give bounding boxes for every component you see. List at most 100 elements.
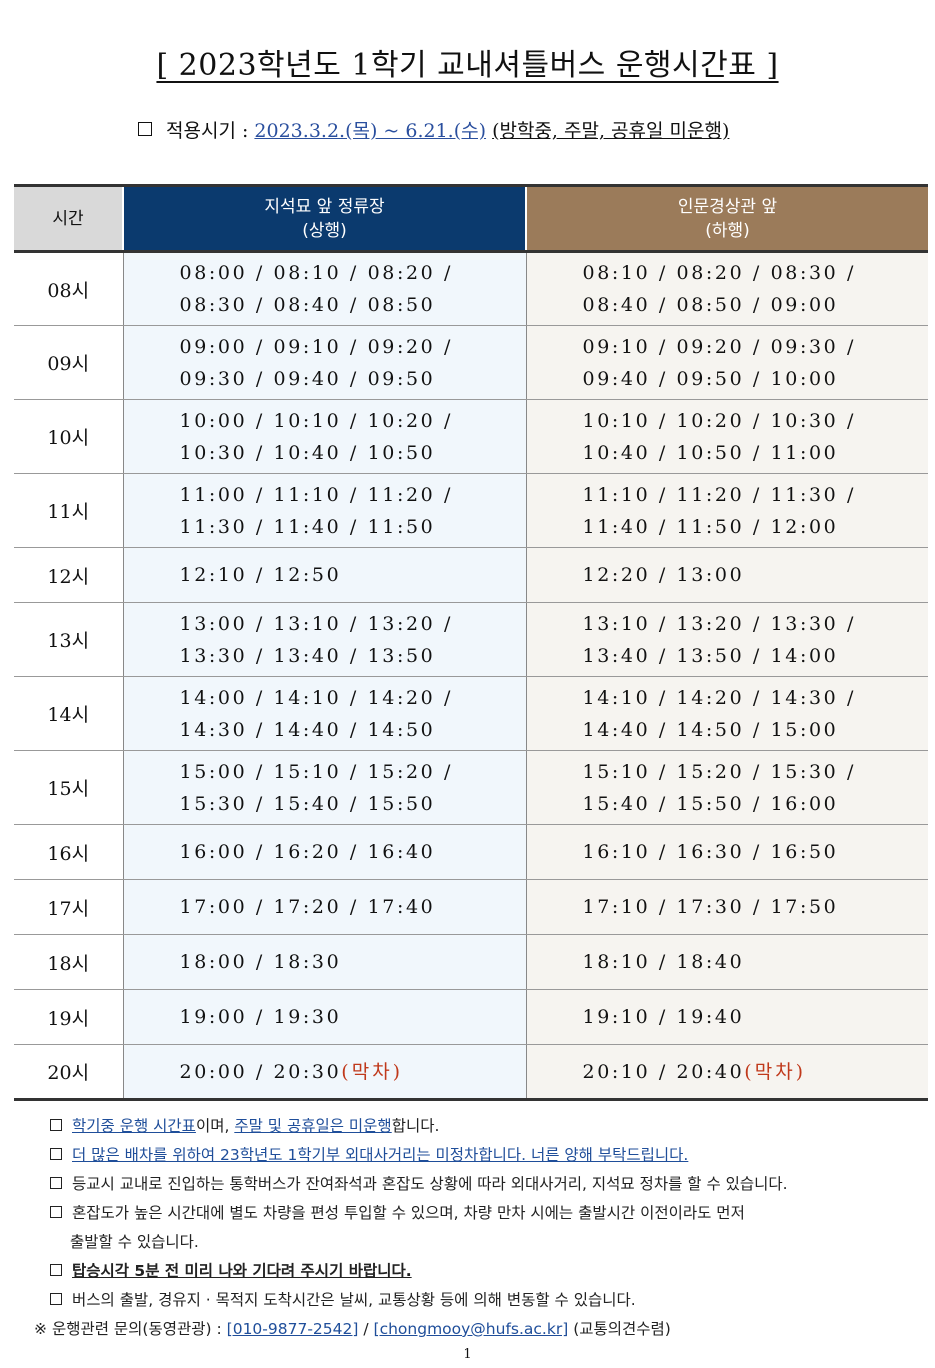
down-times: 11:10 / 11:20 / 11:30 / 11:40 / 11:50 / …	[582, 483, 856, 538]
contact-label: 운행관련 문의(동영관광) :	[51, 1320, 222, 1338]
up-times-cell: 16:00 / 16:20 / 16:40	[123, 824, 527, 880]
page-title: [ 2023학년도 1학기 교내셔틀버스 운행시간표 ]	[0, 40, 935, 84]
up-times: 18:00 / 18:30	[179, 951, 342, 973]
hour-cell: 14시	[14, 676, 124, 751]
table-row: 08시 08:00 / 08:10 / 08:20 / 08:30 / 08:40…	[14, 251, 928, 326]
checkbox-square-icon	[50, 1264, 62, 1276]
table-row: 10시 10:00 / 10:10 / 10:20 / 10:30 / 10:40…	[14, 399, 928, 474]
up-times: 14:00 / 14:10 / 14:20 / 14:30 / 14:40 / …	[179, 686, 453, 741]
down-times: 14:10 / 14:20 / 14:30 / 14:40 / 14:50 / …	[582, 686, 856, 741]
up-times: 09:00 / 09:10 / 09:20 / 09:30 / 09:40 / …	[179, 335, 453, 390]
up-times-cell: 08:00 / 08:10 / 08:20 / 08:30 / 08:40 / …	[123, 251, 527, 326]
contact-phone[interactable]: [010-9877-2542]	[226, 1320, 359, 1338]
checkbox-square-icon	[50, 1148, 62, 1160]
note-2: 더 많은 배차를 위하여 23학년도 1학기부 외대사거리는 미정차합니다. 너…	[50, 1141, 920, 1170]
hour-cell: 10시	[14, 399, 124, 474]
down-times-cell: 15:10 / 15:20 / 15:30 / 15:40 / 15:50 / …	[526, 750, 928, 825]
up-times: 20:00 / 20:30	[179, 1060, 342, 1083]
checkbox-square-icon	[50, 1119, 62, 1131]
down-times-cell: 08:10 / 08:20 / 08:30 / 08:40 / 08:50 / …	[526, 251, 928, 326]
note-1-c: 주말 및 공휴일은 미운행	[234, 1117, 392, 1135]
up-times-cell: 15:00 / 15:10 / 15:20 / 15:30 / 15:40 / …	[123, 750, 527, 825]
hour-cell: 12시	[14, 547, 124, 603]
hour-cell: 16시	[14, 824, 124, 880]
header-down: 인문경상관 앞 (하행)	[525, 184, 928, 253]
down-times-cell: 13:10 / 13:20 / 13:30 / 13:40 / 13:50 / …	[526, 602, 928, 677]
note-1-a: 학기중 운행 시간표	[72, 1117, 196, 1135]
page-number: 1	[463, 1347, 472, 1362]
up-times-cell: 20:00 / 20:30(막차)	[123, 1044, 527, 1101]
down-times-cell: 19:10 / 19:40	[526, 989, 928, 1045]
hour-cell: 18시	[14, 934, 124, 990]
up-times-cell: 11:00 / 11:10 / 11:20 / 11:30 / 11:40 / …	[123, 473, 527, 548]
up-times: 17:00 / 17:20 / 17:40	[179, 896, 436, 918]
up-times-cell: 13:00 / 13:10 / 13:20 / 13:30 / 13:40 / …	[123, 602, 527, 677]
contact-separator: /	[363, 1320, 369, 1338]
up-times: 15:00 / 15:10 / 15:20 / 15:30 / 15:40 / …	[179, 760, 453, 815]
down-times-cell: 17:10 / 17:30 / 17:50	[526, 879, 928, 935]
last-bus-label: (막차)	[744, 1060, 807, 1083]
up-times: 11:00 / 11:10 / 11:20 / 11:30 / 11:40 / …	[179, 483, 453, 538]
table-row: 20시 20:00 / 20:30(막차) 20:10 / 20:40(막차)	[14, 1044, 928, 1101]
up-times: 16:00 / 16:20 / 16:40	[179, 841, 436, 863]
down-times-cell: 14:10 / 14:20 / 14:30 / 14:40 / 14:50 / …	[526, 676, 928, 751]
note-2-text: 더 많은 배차를 위하여 23학년도 1학기부 외대사거리는 미정차합니다. 너…	[72, 1146, 689, 1164]
down-times-cell: 10:10 / 10:20 / 10:30 / 10:40 / 10:50 / …	[526, 399, 928, 474]
down-times-cell: 20:10 / 20:40(막차)	[526, 1044, 928, 1101]
table-row: 16시 16:00 / 16:20 / 16:40 16:10 / 16:30 / …	[14, 824, 928, 880]
reference-mark-icon: ※	[34, 1320, 47, 1338]
table-row: 15시 15:00 / 15:10 / 15:20 / 15:30 / 15:40…	[14, 750, 928, 825]
timetable: 시간 지석묘 앞 정류장 (상행) 인문경상관 앞 (하행) 08시 08:00 …	[14, 184, 928, 1101]
table-row: 17시 17:00 / 17:20 / 17:40 17:10 / 17:30 / …	[14, 879, 928, 935]
table-row: 13시 13:00 / 13:10 / 13:20 / 13:30 / 13:40…	[14, 602, 928, 677]
table-row: 18시 18:00 / 18:30 18:10 / 18:40	[14, 934, 928, 990]
checkbox-square-icon	[138, 122, 152, 136]
hour-cell: 09시	[14, 325, 124, 400]
last-bus-label: (막차)	[341, 1060, 404, 1083]
down-times-cell: 09:10 / 09:20 / 09:30 / 09:40 / 09:50 / …	[526, 325, 928, 400]
down-times: 18:10 / 18:40	[582, 951, 745, 973]
table-row: 19시 19:00 / 19:30 19:10 / 19:40	[14, 989, 928, 1045]
up-times-cell: 09:00 / 09:10 / 09:20 / 09:30 / 09:40 / …	[123, 325, 527, 400]
down-times: 16:10 / 16:30 / 16:50	[582, 841, 839, 863]
up-times-cell: 10:00 / 10:10 / 10:20 / 10:30 / 10:40 / …	[123, 399, 527, 474]
note-1-b: 이며,	[195, 1117, 235, 1135]
table-row: 12시 12:10 / 12:50 12:20 / 13:00	[14, 547, 928, 603]
down-times: 20:10 / 20:40	[582, 1060, 745, 1083]
timetable-body: 08시 08:00 / 08:10 / 08:20 / 08:30 / 08:40…	[14, 251, 928, 1101]
header-up-stop: 지석묘 앞 정류장	[264, 196, 385, 217]
checkbox-square-icon	[50, 1177, 62, 1189]
note-3: 등교시 교내로 진입하는 통학버스가 잔여좌석과 혼잡도 상황에 따라 외대사거…	[50, 1170, 920, 1199]
note-6-text: 버스의 출발, 경유지 · 목적지 도착시간은 날씨, 교통상황 등에 의해 변…	[72, 1291, 636, 1309]
note-4-line2: 출발할 수 있습니다.	[70, 1233, 199, 1251]
down-times-cell: 18:10 / 18:40	[526, 934, 928, 990]
contact-line: ※ 운행관련 문의(동영관광) : [010-9877-2542] / [cho…	[34, 1315, 920, 1344]
table-header-row: 시간 지석묘 앞 정류장 (상행) 인문경상관 앞 (하행)	[14, 184, 928, 253]
up-times: 19:00 / 19:30	[179, 1006, 342, 1028]
hour-cell: 11시	[14, 473, 124, 548]
down-times-cell: 12:20 / 13:00	[526, 547, 928, 603]
hour-cell: 08시	[14, 251, 124, 326]
contact-note: (교통의견수렴)	[573, 1320, 671, 1338]
note-4: 혼잡도가 높은 시간대에 별도 차량을 편성 투입할 수 있으며, 차량 만차 …	[50, 1199, 920, 1228]
up-times: 13:00 / 13:10 / 13:20 / 13:30 / 13:40 / …	[179, 612, 453, 667]
hour-cell: 17시	[14, 879, 124, 935]
hour-cell: 20시	[14, 1044, 124, 1101]
up-times: 08:00 / 08:10 / 08:20 / 08:30 / 08:40 / …	[179, 262, 453, 316]
down-times-cell: 11:10 / 11:20 / 11:30 / 11:40 / 11:50 / …	[526, 473, 928, 548]
down-times: 10:10 / 10:20 / 10:30 / 10:40 / 10:50 / …	[582, 409, 856, 464]
note-3-text: 등교시 교내로 진입하는 통학버스가 잔여좌석과 혼잡도 상황에 따라 외대사거…	[72, 1175, 788, 1193]
header-time: 시간	[14, 184, 123, 253]
note-1: 학기중 운행 시간표이며, 주말 및 공휴일은 미운행합니다.	[50, 1112, 920, 1141]
hour-cell: 13시	[14, 602, 124, 677]
up-times-cell: 19:00 / 19:30	[123, 989, 527, 1045]
down-times: 13:10 / 13:20 / 13:30 / 13:40 / 13:50 / …	[582, 612, 856, 667]
checkbox-square-icon	[50, 1206, 62, 1218]
period-dates: 2023.3.2.(목) ~ 6.21.(수)	[254, 120, 487, 142]
hour-cell: 19시	[14, 989, 124, 1045]
table-row: 09시 09:00 / 09:10 / 09:20 / 09:30 / 09:40…	[14, 325, 928, 400]
checkbox-square-icon	[50, 1293, 62, 1305]
contact-email[interactable]: [chongmooy@hufs.ac.kr]	[373, 1320, 569, 1338]
up-times-cell: 12:10 / 12:50	[123, 547, 527, 603]
up-times-cell: 18:00 / 18:30	[123, 934, 527, 990]
